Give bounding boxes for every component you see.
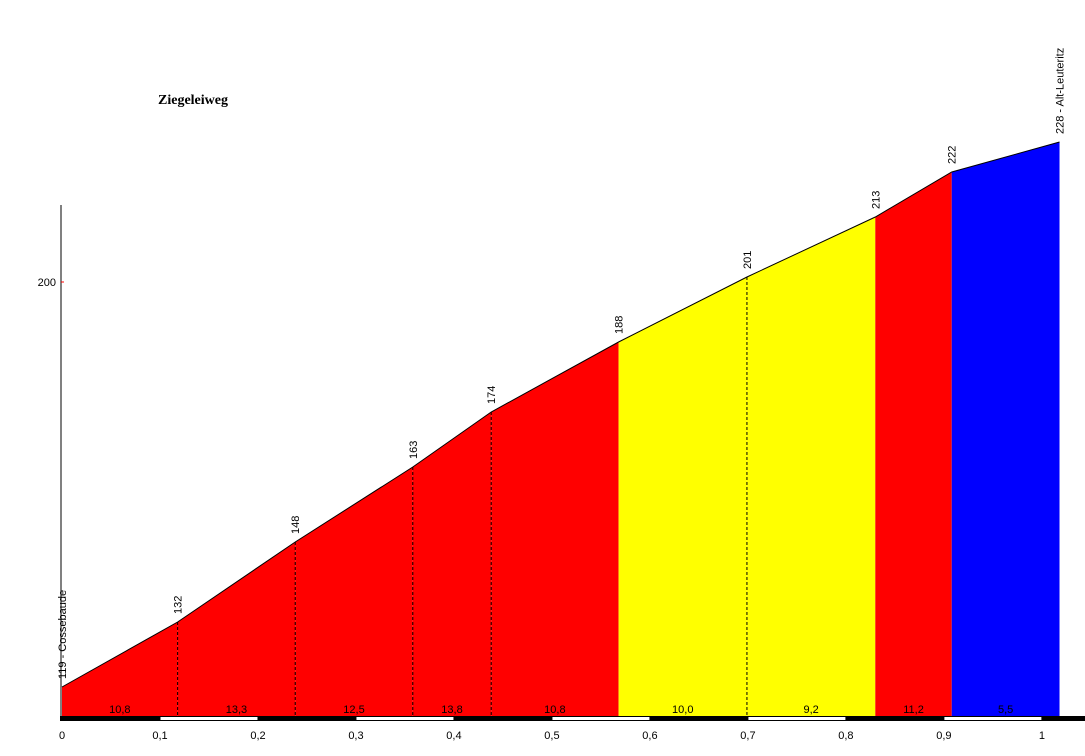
- point-label: 228 - Alt-Leuteritz: [1055, 48, 1067, 134]
- gradient-label: 12,5: [343, 704, 364, 716]
- scale-block: [943, 717, 1042, 720]
- x-tick-label: 0,3: [348, 730, 363, 742]
- gradient-label: 10,0: [672, 704, 693, 716]
- x-tick-label: 0,6: [642, 730, 657, 742]
- segment: [177, 542, 296, 718]
- x-tick-label: 0,2: [250, 730, 265, 742]
- gradient-label: 13,8: [441, 704, 462, 716]
- x-tick-label: 0,1: [152, 730, 167, 742]
- segment: [951, 142, 1060, 718]
- x-tick-label: 0,8: [838, 730, 853, 742]
- scale-block: [355, 717, 454, 720]
- scale-block: [159, 717, 258, 720]
- point-label: 119 - Cossebaude: [57, 590, 69, 679]
- point-label: 222: [947, 146, 959, 164]
- gradient-label: 10,8: [109, 704, 130, 716]
- chart-title: Ziegeleiweg: [158, 93, 228, 108]
- point-label: 163: [408, 441, 420, 459]
- segment: [875, 172, 952, 718]
- point-label: 148: [290, 516, 302, 534]
- x-tick-label: 0,5: [544, 730, 559, 742]
- profile-line: [61, 141, 1060, 688]
- gradient-label: 9,2: [803, 704, 818, 716]
- scale-block: [747, 717, 846, 720]
- segment: [746, 217, 876, 718]
- x-tick-label: 0: [59, 730, 65, 742]
- y-tick-label: 200: [38, 277, 56, 289]
- point-label: 132: [173, 596, 185, 614]
- x-tick-label: 0,4: [446, 730, 461, 742]
- gradient-label: 5,5: [998, 704, 1013, 716]
- scale-block: [551, 717, 650, 720]
- x-tick-label: 0,7: [740, 730, 755, 742]
- gradient-label: 10,8: [544, 704, 565, 716]
- point-label: 174: [486, 386, 498, 404]
- point-label: 188: [614, 316, 626, 334]
- x-tick-label: 0,9: [936, 730, 951, 742]
- gradient-label: 11,2: [903, 704, 924, 716]
- segment: [295, 467, 413, 718]
- segment: [62, 622, 178, 718]
- segment: [618, 277, 747, 718]
- point-label: 213: [870, 191, 882, 209]
- x-tick-label: 1: [1039, 730, 1045, 742]
- gradient-label: 13,3: [226, 704, 247, 716]
- point-label: 201: [742, 251, 754, 269]
- segment: [491, 342, 619, 718]
- segment: [412, 412, 492, 718]
